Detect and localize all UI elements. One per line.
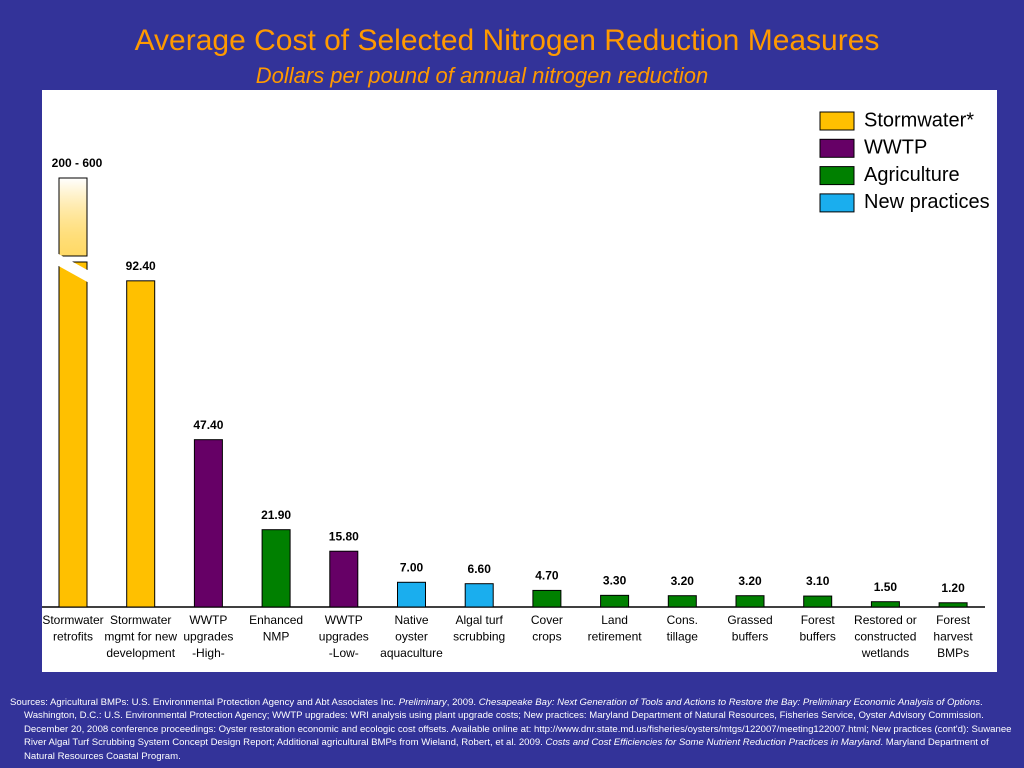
legend-swatch [819,193,855,213]
value-label: 92.40 [126,259,156,273]
x-tick-label: Algal turf [456,613,504,627]
x-tick-label: Grassed [727,613,772,627]
footnote-text: . Washington, D.C.: U.S. Environmental P… [24,697,1012,749]
value-label: 1.20 [941,581,965,595]
bar-lower [58,261,88,608]
legend-label: New practices [864,191,990,213]
bar [329,550,359,608]
bar [464,583,494,608]
x-tick-label: buffers [732,630,768,644]
x-tick-label: crops [532,630,561,644]
x-tick-label: aquaculture [380,646,443,660]
x-tick-label: NMP [263,630,290,644]
x-tick-label: Native [394,613,428,627]
x-tick-label: Restored or [854,613,917,627]
x-tick-label: tillage [667,630,699,644]
x-tick-label: scrubbing [453,630,505,644]
value-label: 4.70 [535,569,559,583]
x-tick-label: Enhanced [249,613,303,627]
legend-label: WWTP [864,137,927,159]
x-tick-label: harvest [933,630,973,644]
value-label: 15.80 [329,529,359,543]
x-tick-label: Forest [801,613,836,627]
x-tick-label: Stormwater [42,613,103,627]
bar [938,602,968,608]
footnote-text: Preliminary [398,697,447,708]
bar [532,589,562,608]
x-tick-label: retirement [588,630,643,644]
x-tick-label: upgrades [319,630,369,644]
x-tick-label: -High- [192,646,225,660]
x-tick-label: Cover [531,613,563,627]
value-label: 3.30 [603,574,627,588]
broken-bar [55,177,91,608]
x-tick-label: constructed [854,630,916,644]
bar-break [55,252,91,284]
chart-subtitle: Dollars per pound of annual nitrogen red… [256,63,709,88]
bar [600,594,630,608]
chart: Average Cost of Selected Nitrogen Reduct… [42,24,997,672]
x-tick-label: Cons. [667,613,698,627]
legend-swatch [819,138,855,158]
x-tick-label: wetlands [861,646,909,660]
legend-label: Agriculture [864,164,960,186]
footnote: Sources: Agricultural BMPs: U.S. Environ… [10,696,1012,763]
x-tick-label: upgrades [183,630,233,644]
x-tick-label: WWTP [325,613,363,627]
bar [870,601,900,608]
footnote-text: Sources: Agricultural BMPs: U.S. Environ… [10,697,399,708]
value-label: 200 - 600 [52,156,103,170]
value-label: 47.40 [193,418,223,432]
x-tick-label: buffers [799,630,835,644]
footnote-text: Costs and Cost Efficiencies for Some Nut… [545,737,881,749]
bar [667,595,697,608]
bar [193,439,223,608]
footnote-text: Chesapeake Bay: Next Generation of Tools… [478,697,981,708]
value-label: 3.20 [671,574,695,588]
x-tick-label: BMPs [937,646,969,660]
legend-swatch [819,111,855,131]
footnote-text: . Maryland Department of Natural Resourc… [24,737,989,762]
bar [126,280,156,608]
x-tick-label: retrofits [53,630,93,644]
x-tick-label: Forest [936,613,971,627]
legend-label: Stormwater* [864,109,974,131]
bar [397,581,426,608]
x-tick-label: Stormwater [110,613,171,627]
value-label: 3.20 [738,574,762,588]
bar [261,529,291,608]
x-tick-label: -Low- [329,646,359,660]
x-tick-label: mgmt for new [104,630,177,644]
x-tick-label: oyster [395,630,428,644]
x-tick-label: WWTP [189,613,227,627]
value-label: 3.10 [806,574,830,588]
footnote-text: , 2009. [446,697,479,708]
bar [735,595,765,608]
x-tick-label: development [106,646,175,660]
value-label: 6.60 [468,562,492,576]
x-tick-label: Land [601,613,628,627]
value-label: 7.00 [400,560,424,574]
bar-upper [58,177,88,257]
value-label: 21.90 [261,508,291,522]
chart-title: Average Cost of Selected Nitrogen Reduct… [135,24,880,57]
bar [803,595,833,608]
value-label: 1.50 [874,580,898,594]
legend-swatch [819,166,855,186]
